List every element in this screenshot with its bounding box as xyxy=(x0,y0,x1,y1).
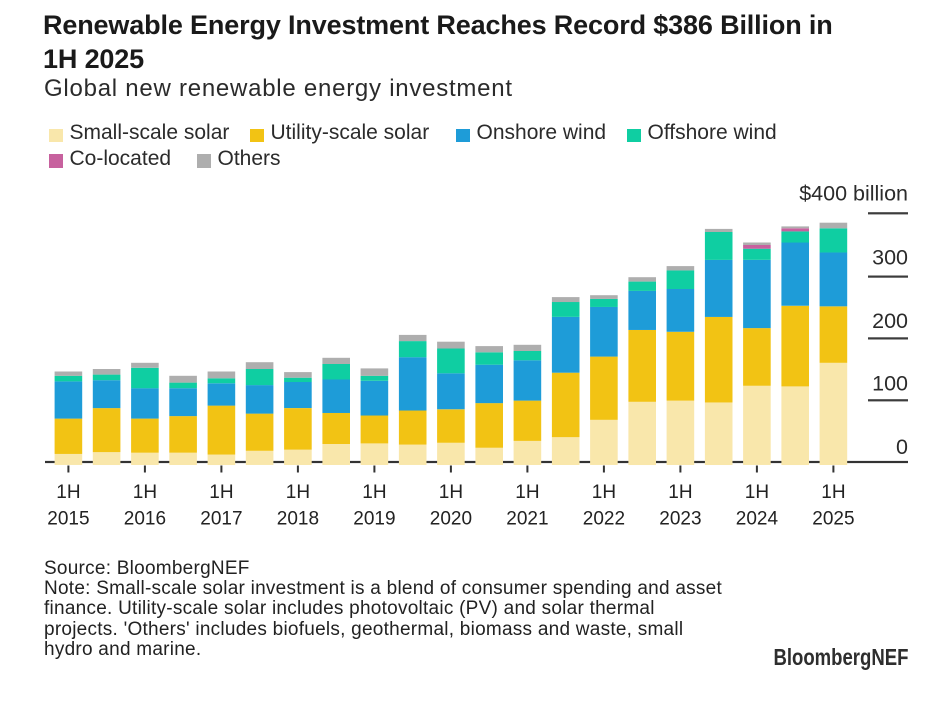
svg-text:100: 100 xyxy=(872,371,908,395)
svg-text:2018: 2018 xyxy=(277,509,319,530)
svg-text:1H: 1H xyxy=(209,482,233,503)
svg-text:1H: 1H xyxy=(592,482,616,503)
svg-text:1H: 1H xyxy=(745,482,769,503)
svg-text:1H: 1H xyxy=(286,482,310,503)
svg-text:2021: 2021 xyxy=(506,509,548,530)
svg-text:2019: 2019 xyxy=(353,509,395,530)
svg-text:$400 billion: $400 billion xyxy=(799,181,908,205)
svg-text:1H: 1H xyxy=(133,482,157,503)
svg-text:1H: 1H xyxy=(439,482,463,503)
svg-text:1H: 1H xyxy=(515,482,539,503)
svg-text:2023: 2023 xyxy=(659,509,701,530)
svg-text:1H: 1H xyxy=(362,482,386,503)
svg-text:2022: 2022 xyxy=(583,509,625,530)
svg-text:0: 0 xyxy=(896,435,908,459)
svg-text:2017: 2017 xyxy=(200,509,242,530)
svg-text:1H: 1H xyxy=(668,482,692,503)
svg-text:200: 200 xyxy=(872,309,908,333)
svg-text:1H: 1H xyxy=(821,482,845,503)
svg-text:2015: 2015 xyxy=(47,509,89,530)
svg-text:2016: 2016 xyxy=(124,509,166,530)
svg-text:2024: 2024 xyxy=(736,509,779,530)
svg-text:2020: 2020 xyxy=(430,509,472,530)
svg-text:2025: 2025 xyxy=(812,509,854,530)
svg-text:1H: 1H xyxy=(56,482,80,503)
svg-text:300: 300 xyxy=(872,246,908,270)
